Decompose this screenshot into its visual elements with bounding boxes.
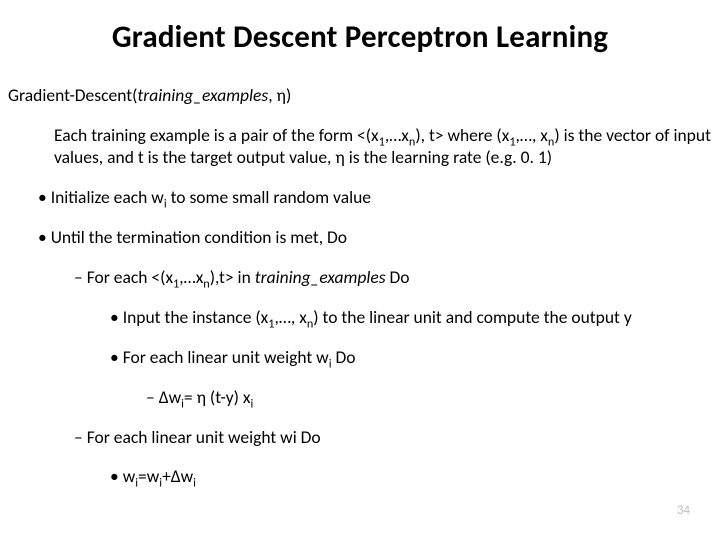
desc-part-a: Each training example is a pair of the f… (54, 124, 379, 146)
foreach-e: Do (386, 266, 410, 288)
page-number: 34 (677, 503, 690, 518)
input-c: ) to the linear unit and compute the out… (313, 306, 632, 328)
sig-arg: training_examples (137, 84, 268, 106)
bullet-foreach-weight-inner: For each linear unit weight wi Do (110, 346, 712, 368)
desc-part-d: ,…, x (516, 124, 548, 146)
sub-i: i (193, 476, 196, 491)
desc-part-b: ,…x (385, 124, 409, 146)
bullet-input-instance: Input the instance (x1,…, xn) to the lin… (110, 306, 712, 328)
slide-title: Gradient Descent Perceptron Learning (6, 18, 714, 56)
bullet-foreach-example: For each <(x1,…xn),t> in training_exampl… (74, 266, 712, 288)
slide: Gradient Descent Perceptron Learning Gra… (0, 0, 720, 540)
input-b: ,…, x (274, 306, 306, 328)
until-text: Until the termination condition is met, … (51, 226, 347, 248)
delta-a: Δw (159, 386, 181, 408)
delta-b: = η (t-y) x (184, 386, 251, 408)
fw-b: Do (332, 346, 356, 368)
slide-body: Gradient-Descent(training_examples, η) E… (6, 84, 714, 488)
bullet-foreach-weight-outer: For each linear unit weight wi Do (74, 426, 712, 448)
init-a: Initialize each w (51, 186, 164, 208)
wa-a: w (123, 465, 136, 487)
function-signature: Gradient-Descent(training_examples, η) (8, 84, 712, 106)
bullet-initialize: Initialize each wi to some small random … (38, 186, 712, 208)
sub-i: i (251, 396, 254, 411)
foreach-a: For each <(x (87, 266, 173, 288)
wa-b: =w (138, 465, 159, 487)
bullet-weight-assign: wi=wi+Δwi (110, 465, 712, 487)
sig-close: , η) (268, 84, 291, 106)
desc-part-c: ), t> where (x (415, 124, 509, 146)
init-b: to some small random value (167, 186, 371, 208)
foreach-d: training_examples (255, 266, 386, 288)
description-text: Each training example is a pair of the f… (8, 124, 712, 169)
input-a: Input the instance (x (123, 306, 269, 328)
foreach-b: ,…x (179, 266, 203, 288)
wa-c: +Δw (162, 465, 193, 487)
fwo-text: For each linear unit weight wi Do (87, 426, 321, 448)
bullet-delta-update: Δwi= η (t-y) xi (146, 386, 712, 408)
sig-open: Gradient-Descent( (8, 84, 137, 106)
fw-a: For each linear unit weight w (123, 346, 329, 368)
foreach-c: ),t> in (210, 266, 255, 288)
bullet-until: Until the termination condition is met, … (38, 226, 712, 248)
